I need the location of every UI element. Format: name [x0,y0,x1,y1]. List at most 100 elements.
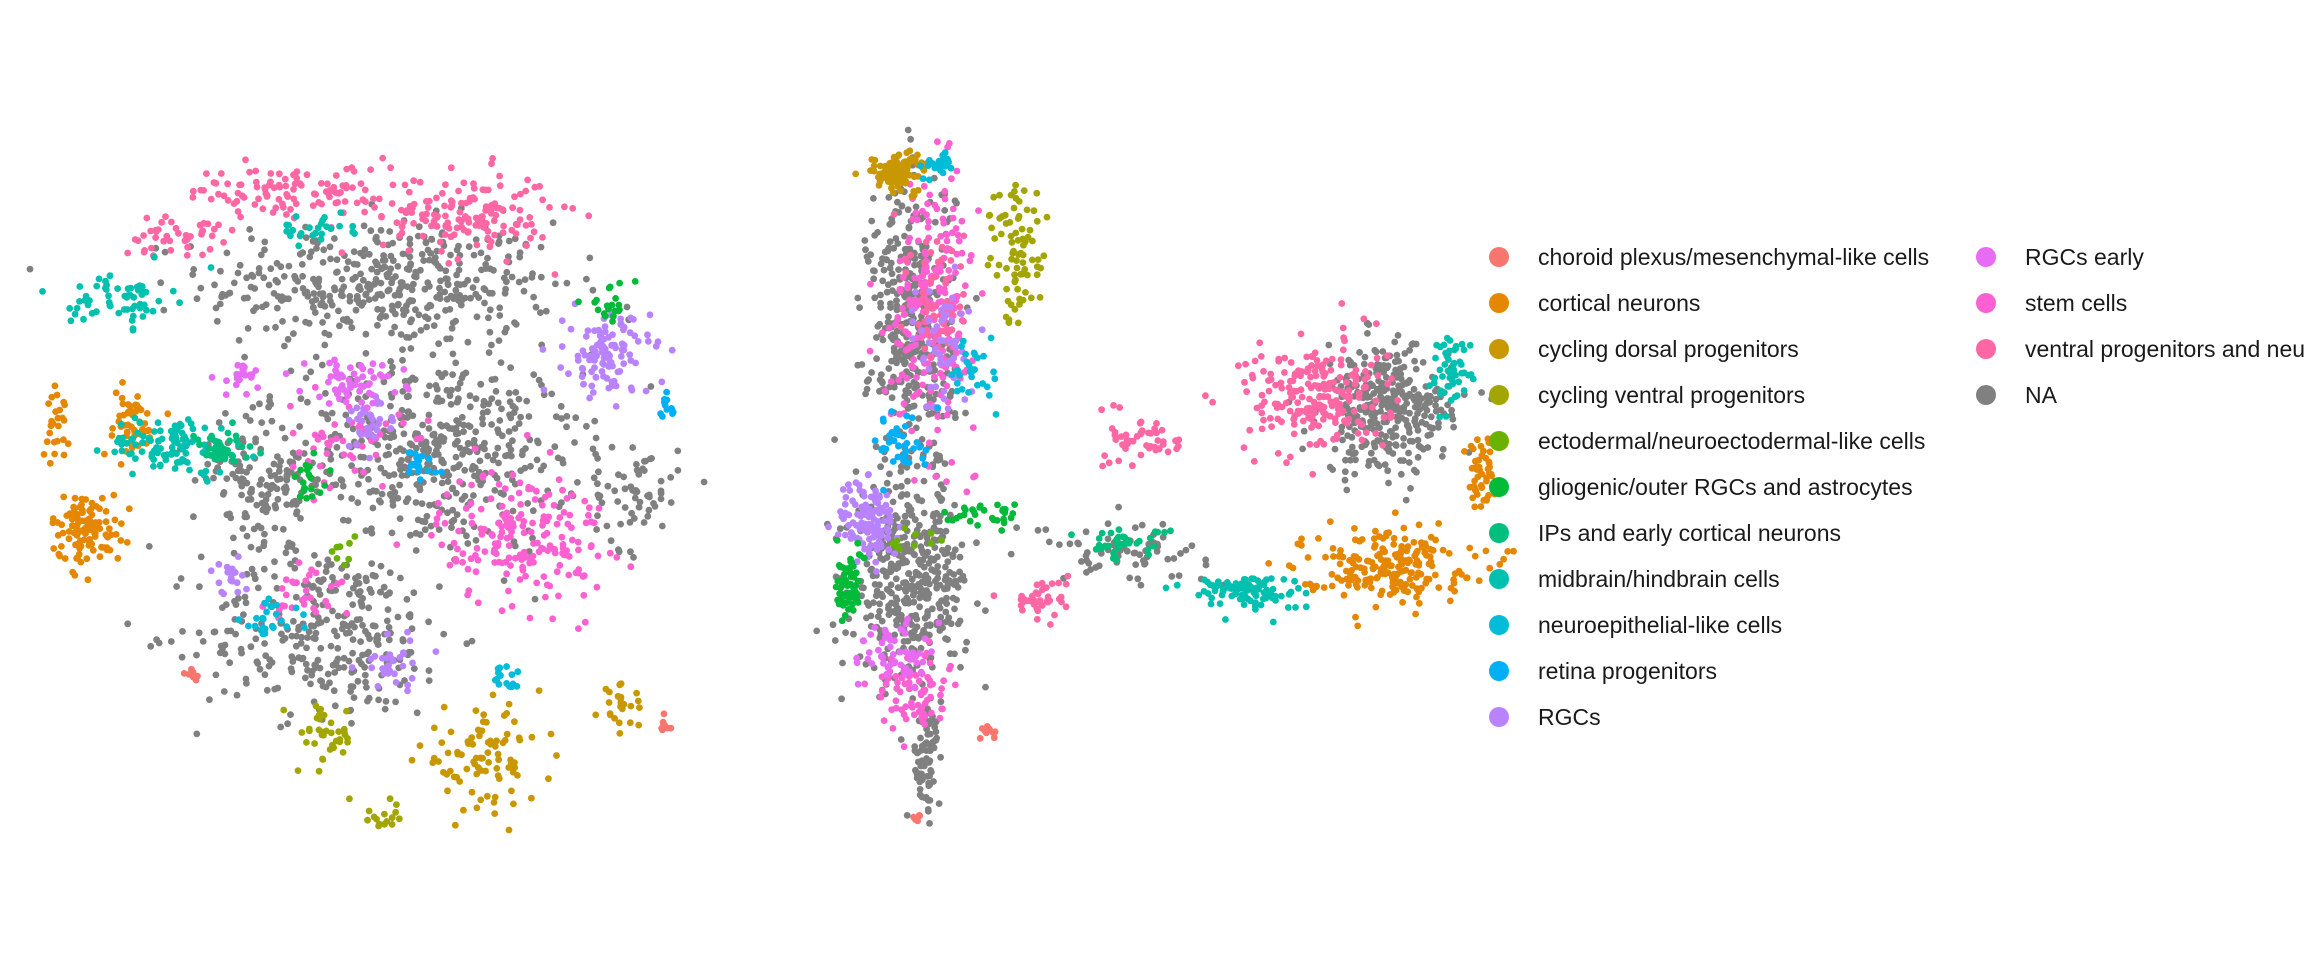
point-na [496,304,504,312]
point-rgcs [847,529,855,537]
point-na [307,248,315,256]
point-stem-cells [593,583,601,591]
point-na [427,522,435,530]
point-rgcs [207,567,215,575]
point-stem-cells [515,489,523,497]
point-ventral-progenitors-and-neurons [1354,430,1362,437]
point-na [515,278,523,286]
point-na [452,453,460,461]
point-na [1361,353,1369,361]
point-cycling-ventral-progenitors [365,807,373,815]
point-na [492,451,499,459]
point-stem-cells [919,207,926,215]
point-cycling-ventral-progenitors [315,711,323,719]
point-na [444,281,452,289]
point-rgcs [581,351,589,359]
point-ventral-progenitors-and-neurons [246,168,254,176]
point-stem-cells [925,439,933,447]
point-na [160,306,168,314]
point-na [364,697,371,705]
point-na [511,235,519,243]
point-rgcs [885,546,893,554]
point-na [374,321,381,329]
point-na [630,554,637,561]
point-na [864,257,872,265]
point-ventral-progenitors-and-neurons [488,160,495,168]
point-na [1437,406,1445,414]
point-stem-cells [433,515,441,523]
point-ventral-progenitors-and-neurons [481,186,489,194]
point-stem-cells [613,554,621,561]
point-midbrain-hindbrain-cells [39,288,46,295]
point-na [423,391,431,399]
point-na [455,395,462,402]
point-na [903,289,911,297]
point-ventral-progenitors-and-neurons [442,181,449,189]
point-cycling-dorsal-progenitors [494,750,502,758]
point-ventral-progenitors-and-neurons [1024,597,1031,605]
point-stem-cells [517,501,524,508]
point-ventral-progenitors-and-neurons [242,156,249,164]
point-na [234,269,242,277]
point-na [302,439,310,447]
point-na [529,534,536,542]
point-cycling-dorsal-progenitors [483,792,491,800]
point-cycling-dorsal-progenitors [456,778,464,785]
point-na [335,307,342,315]
point-na [925,782,933,790]
point-na [306,253,314,261]
point-ventral-progenitors-and-neurons [526,214,534,221]
point-cycling-dorsal-progenitors [508,787,515,795]
point-stem-cells [343,609,351,617]
point-ventral-progenitors-and-neurons [942,276,950,283]
point-gliogenic-outer-rgcs-and-astrocytes [308,485,315,493]
point-ventral-progenitors-and-neurons [1337,356,1345,364]
point-na [1175,572,1183,579]
point-na [357,270,364,278]
point-stem-cells [477,525,485,533]
point-na [915,261,923,268]
point-na [1365,457,1373,465]
point-ventral-progenitors-and-neurons [921,345,929,353]
point-na [947,620,955,628]
point-ventral-progenitors-and-neurons [486,243,494,251]
point-rgcs [215,579,223,587]
point-cycling-dorsal-progenitors [507,756,514,764]
point-na [881,568,889,576]
point-ventral-progenitors-and-neurons [206,245,214,253]
point-na [901,548,908,556]
point-ventral-progenitors-and-neurons [1265,387,1273,395]
point-na [907,135,914,143]
point-stem-cells [566,511,574,519]
point-retina-progenitors [432,469,439,476]
point-stem-cells [474,556,482,564]
point-na [471,464,479,472]
point-rgcs [353,404,361,412]
point-na [339,516,347,524]
point-na [272,504,280,512]
point-rgcs [348,407,355,415]
point-ventral-progenitors-and-neurons [927,354,935,362]
point-ventral-progenitors-and-neurons [1303,353,1311,361]
point-na [608,443,616,451]
point-na [372,235,380,243]
point-ventral-progenitors-and-neurons [1314,362,1321,370]
point-ventral-progenitors-and-neurons [1294,399,1302,406]
point-stem-cells [351,467,359,474]
point-cortical-neurons [78,495,86,503]
point-ventral-progenitors-and-neurons [1055,579,1062,587]
point-na [1351,470,1359,478]
point-na [309,304,317,311]
point-na [1406,429,1413,436]
point-na [377,498,384,506]
point-na [321,302,329,310]
point-na [324,556,332,564]
point-na [241,510,249,517]
point-stem-cells [898,706,906,714]
point-cycling-dorsal-progenitors [626,719,634,727]
point-na [359,595,367,602]
point-gliogenic-outer-rgcs-and-astrocytes [310,449,318,457]
point-ventral-progenitors-and-neurons [1352,376,1360,384]
point-na [1168,573,1176,580]
point-stem-cells [975,207,982,215]
